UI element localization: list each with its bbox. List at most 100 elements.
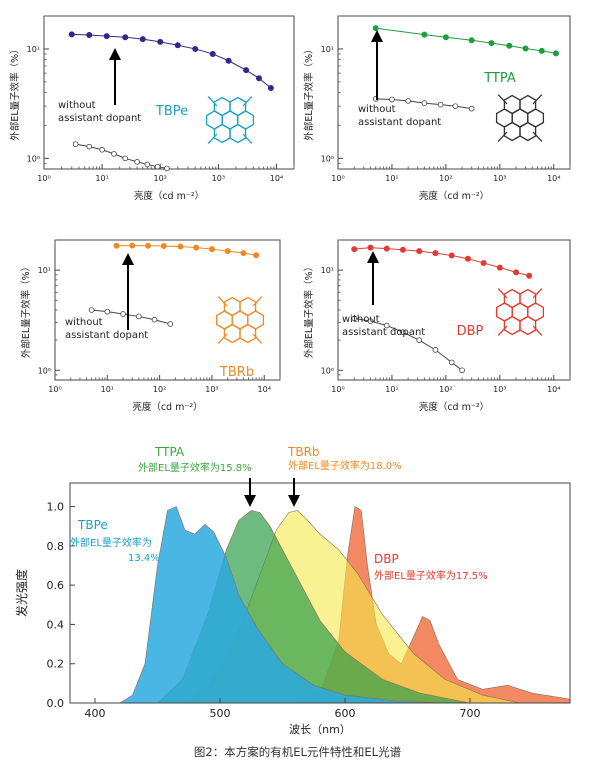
molecule-structure-tbpe-ring: [229, 123, 247, 144]
dopant-label: TBRb: [219, 365, 254, 380]
data-point-with-assistant: [192, 45, 199, 52]
data-point-with-assistant: [496, 264, 503, 271]
data-point-without-assistant: [88, 307, 95, 313]
data-point-with-assistant: [256, 75, 263, 82]
arrow-tbrb-peak-head: [288, 495, 300, 507]
annotation-title-tbrb: TBRb: [287, 445, 320, 459]
y-axis-label: 外部EL量子效率（%）: [303, 262, 315, 358]
x-tick-label: 10¹: [385, 385, 398, 394]
data-point-with-assistant: [209, 50, 216, 57]
x-tick-label: 700: [460, 707, 481, 720]
y-tick-label: 10⁰: [321, 366, 334, 375]
arrow-tbrb-peak: [288, 478, 300, 507]
dopant-label: TBPe: [155, 104, 188, 119]
molecule-structure-tbpe-substituent: [207, 133, 218, 144]
data-point-without-assistant: [405, 98, 411, 104]
x-tick-label: 500: [210, 707, 231, 720]
data-point-without-assistant: [72, 141, 79, 147]
filled-series-line: [116, 245, 257, 256]
without-label-line1: without: [342, 314, 380, 325]
data-point-with-assistant: [448, 252, 455, 259]
x-tick-label: 10⁰: [37, 174, 50, 183]
spectrum-frame: [69, 482, 571, 704]
plot-frame: [43, 15, 295, 170]
annotation-value-tbpe: 13.4%: [128, 553, 160, 564]
data-point-with-assistant: [538, 47, 545, 54]
data-point-with-assistant: [145, 242, 152, 249]
figure-caption: 图2：本方案的有机EL元件特性和EL光谱: [193, 745, 402, 759]
annotation-text-tbpe: 外部EL量子效率为: [70, 536, 152, 549]
y-axis-label: 外部EL量子效率（%）: [20, 262, 32, 358]
molecule-structure-ttpa-substituent: [532, 94, 543, 105]
data-point-with-assistant: [113, 242, 120, 249]
eqe-panel-dbp: 10⁰ 10¹ 10² 10³ 10⁴ 10⁰ 10¹ 亮度（cd m⁻²） 外部EL量子效率（…: [303, 239, 571, 413]
molecule-structure-dbp-ring: [503, 315, 521, 336]
y-tick-label: 10⁰: [27, 154, 40, 163]
x-axis-label: 亮度（cd m⁻²）: [134, 190, 204, 202]
annotation-title-ttpa: TTPA: [154, 445, 185, 459]
molecule-structure-dbp-substituent: [532, 288, 543, 299]
without-label-line1: without: [58, 100, 96, 111]
data-point-without-assistant: [154, 163, 161, 170]
data-point-without-assistant: [351, 315, 358, 322]
data-point-with-assistant: [103, 33, 110, 40]
data-point-with-assistant: [225, 57, 232, 64]
data-point-without-assistant: [99, 146, 105, 153]
y-tick-label: 0.2: [47, 658, 65, 671]
data-point-with-assistant: [432, 250, 439, 257]
improvement-arrow: [122, 253, 134, 330]
arrow-ttpa-peak-head: [244, 495, 256, 507]
x-tick-label: 10³: [493, 174, 506, 183]
molecule-structure-dbp-ring: [519, 315, 537, 336]
improvement-arrow: [367, 251, 379, 305]
filled-series-line: [71, 33, 272, 89]
molecule-structure-ttpa-substituent: [532, 131, 543, 142]
data-point-with-assistant: [174, 42, 181, 49]
data-point-with-assistant: [68, 31, 75, 38]
data-point-without-assistant: [151, 316, 158, 323]
x-tick-label: 10³: [212, 174, 225, 183]
x-tick-label: 10⁰: [331, 174, 344, 183]
x-axis-label: 波长（nm）: [289, 723, 351, 736]
data-point-with-assistant: [177, 243, 184, 250]
spectrum-panel: 400 500 600 700 0.0 0.2 0.4 0.6 0.8 1.0 波长（nm） 发光强度…: [14, 445, 571, 736]
x-tick-label: 10²: [153, 385, 166, 394]
without-label-line1: without: [65, 317, 103, 328]
data-point-with-assistant: [416, 248, 423, 255]
y-tick-label: 0.4: [47, 618, 65, 631]
data-point-with-assistant: [513, 269, 520, 276]
data-point-with-assistant: [243, 67, 250, 74]
annotation-text-ttpa: 外部EL量子效率为15.8%: [138, 461, 252, 474]
molecule-structure-tbpe-ring: [229, 96, 247, 117]
data-point-with-assistant: [129, 242, 136, 249]
x-tick-label: 10⁴: [270, 174, 283, 183]
data-point-with-assistant: [372, 25, 379, 32]
molecule-structure-ttpa-ring: [519, 94, 537, 115]
data-point-with-assistant: [86, 32, 93, 39]
x-tick-label: 10¹: [95, 174, 108, 183]
data-point-with-assistant: [351, 246, 358, 253]
molecule-structure-tbrb: [215, 296, 265, 344]
improvement-arrow-head: [122, 253, 134, 265]
molecule-structure-tbpe: [205, 96, 255, 144]
molecule-structure-tbpe-ring: [213, 123, 231, 144]
data-point-without-assistant: [459, 367, 465, 374]
molecule-structure-tbrb-substituent: [252, 296, 263, 307]
x-tick-label: 400: [85, 707, 106, 720]
annotation-text-dbp: 外部EL量子效率为17.5%: [374, 569, 488, 582]
annotation-title-dbp: DBP: [374, 552, 399, 566]
plot-frame: [54, 239, 281, 381]
annotation-text-tbrb: 外部EL量子效率为18.0%: [288, 459, 402, 472]
data-point-without-assistant: [421, 100, 428, 106]
arrow-ttpa-peak: [244, 478, 256, 507]
without-label-line2: assistant dopant: [58, 113, 141, 124]
data-point-without-assistant: [389, 96, 395, 103]
data-point-with-assistant: [253, 252, 260, 259]
data-point-without-assistant: [136, 313, 142, 320]
x-tick-label: 10²: [439, 385, 452, 394]
x-tick-label: 600: [335, 707, 356, 720]
molecule-structure-dbp-ring: [519, 288, 537, 309]
molecule-structure-tbpe-substituent: [242, 133, 253, 144]
data-point-without-assistant: [144, 161, 151, 168]
